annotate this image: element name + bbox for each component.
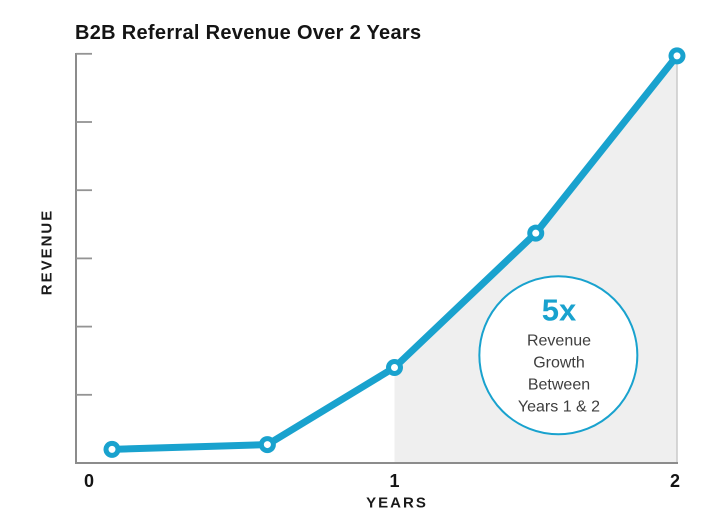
data-point-marker-hole <box>673 52 681 60</box>
annotation-line: Growth <box>533 354 585 372</box>
chart-title: B2B Referral Revenue Over 2 Years <box>75 22 422 44</box>
annotation-line: Revenue <box>526 332 592 350</box>
x-tick-label-2: 2 <box>669 471 681 491</box>
growth-annotation: 5x Revenue Growth Between Years 1 & 2 <box>484 292 634 419</box>
growth-annotation-circle <box>478 275 639 436</box>
annotation-line: Years 1 & 2 <box>517 398 601 416</box>
growth-annotation-body: Revenue Growth Between Years 1 & 2 <box>484 331 634 419</box>
x-tick-label-0: 0 <box>83 471 95 491</box>
data-point-marker-hole <box>532 229 540 237</box>
growth-annotation-headline: 5x <box>541 292 577 328</box>
y-axis-title: REVENUE <box>38 208 56 296</box>
x-tick-label-1: 1 <box>389 471 400 491</box>
data-point-marker-hole <box>108 445 116 453</box>
data-point-marker-hole <box>263 441 271 449</box>
x-axis-title: YEARS <box>366 494 428 512</box>
annotation-line: Between <box>527 376 591 394</box>
data-point-marker-hole <box>391 364 398 372</box>
